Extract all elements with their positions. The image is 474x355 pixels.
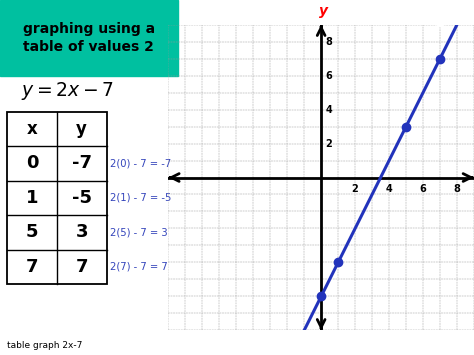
Text: $y = 2x - 7$: $y = 2x - 7$ <box>21 80 114 102</box>
Text: 6: 6 <box>419 184 427 194</box>
Text: y: y <box>319 4 328 18</box>
Text: 0: 0 <box>26 154 38 173</box>
Text: 1: 1 <box>26 189 38 207</box>
Text: 2(0) - 7 = -7: 2(0) - 7 = -7 <box>110 158 172 169</box>
Text: x: x <box>27 120 37 138</box>
Text: 3: 3 <box>75 223 88 241</box>
Text: 7: 7 <box>26 258 38 276</box>
Text: 6: 6 <box>325 71 332 81</box>
Bar <box>7 112 107 284</box>
Text: 2: 2 <box>352 184 358 194</box>
Text: 4: 4 <box>386 184 392 194</box>
Text: y: y <box>76 120 87 138</box>
Text: table graph 2x-7: table graph 2x-7 <box>7 340 82 350</box>
Text: graphing using a
table of values 2: graphing using a table of values 2 <box>23 22 155 54</box>
Text: -7: -7 <box>72 154 92 173</box>
Text: 4: 4 <box>325 105 332 115</box>
Text: 8: 8 <box>454 184 460 194</box>
Text: 8: 8 <box>325 37 332 47</box>
Text: 7: 7 <box>75 258 88 276</box>
Text: 2: 2 <box>325 138 332 148</box>
Text: -5: -5 <box>72 189 92 207</box>
Text: 2(7) - 7 = 7: 2(7) - 7 = 7 <box>110 262 168 272</box>
Bar <box>0 0 178 76</box>
Text: 2(1) - 7 = -5: 2(1) - 7 = -5 <box>110 193 172 203</box>
Text: 2(5) - 7 = 3: 2(5) - 7 = 3 <box>110 227 168 237</box>
Text: 5: 5 <box>26 223 38 241</box>
Text: ◀▶: ◀▶ <box>430 14 451 28</box>
